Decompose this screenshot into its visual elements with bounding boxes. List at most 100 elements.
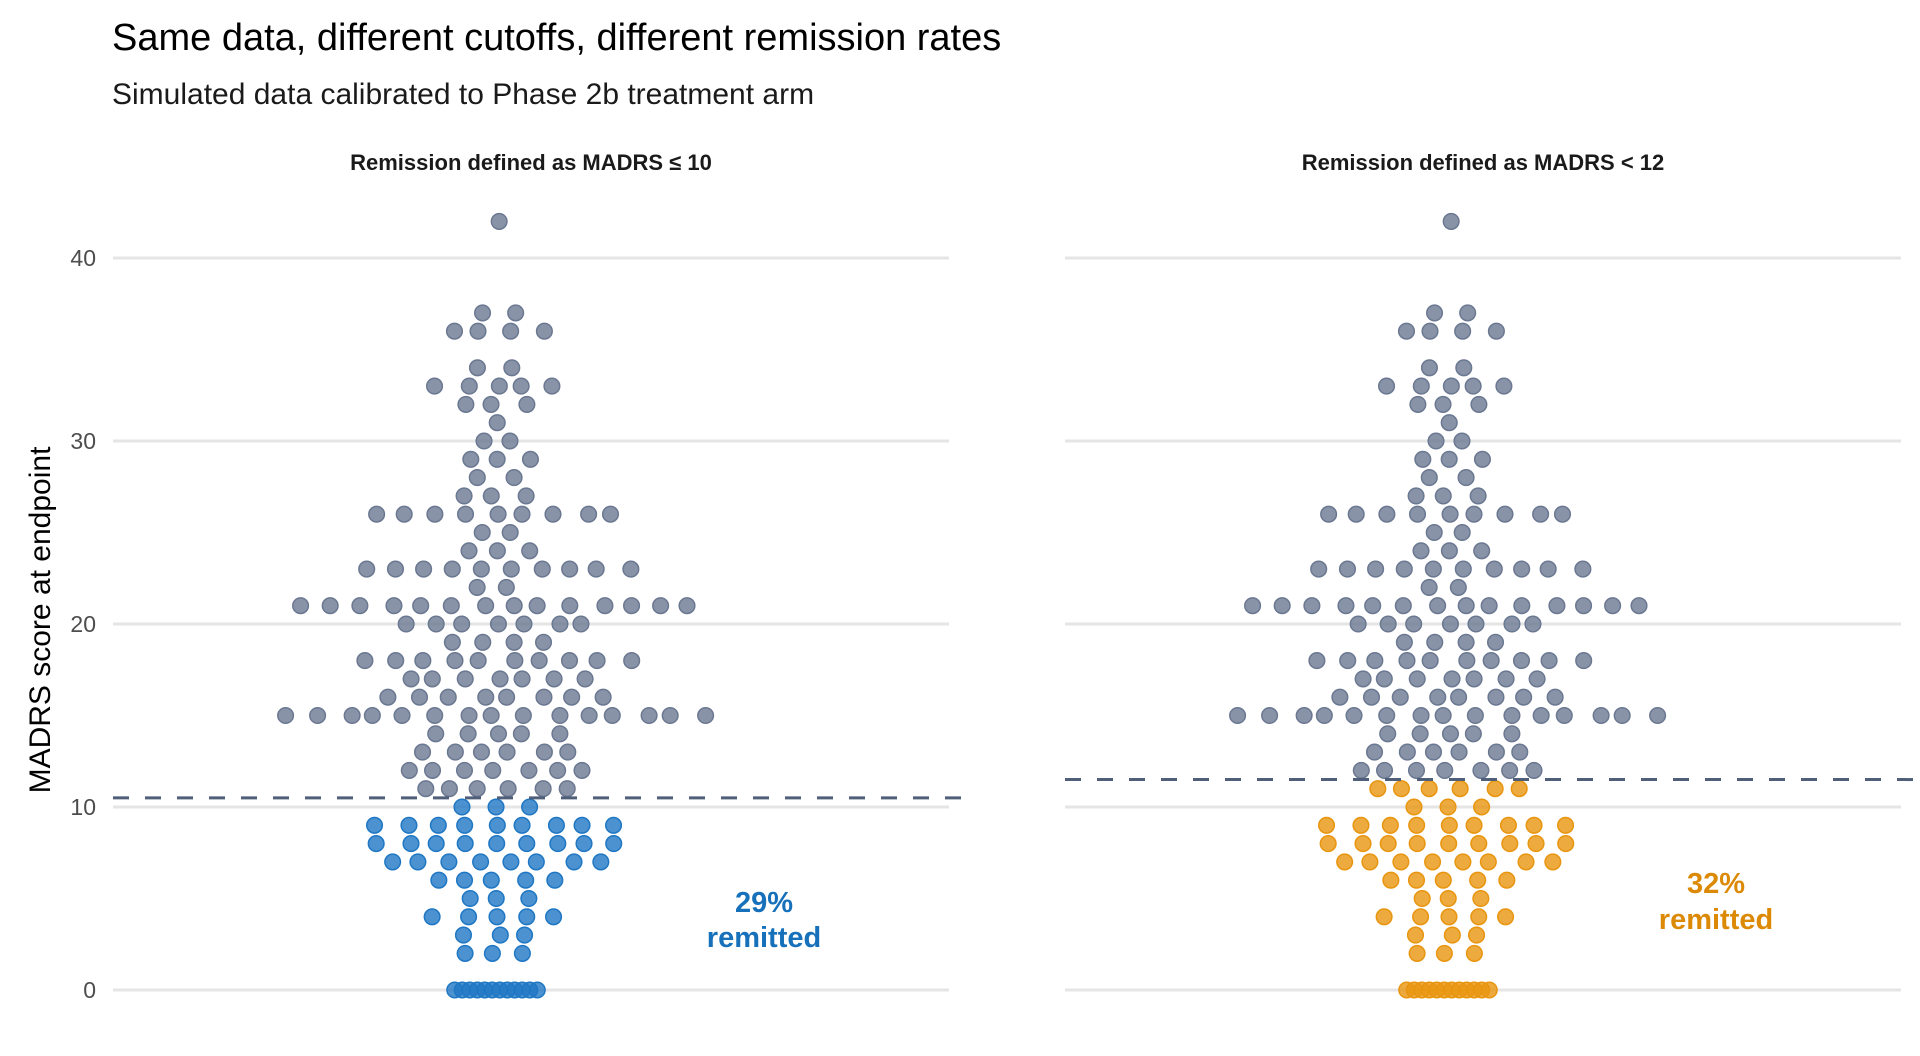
point-not-remitted [482, 487, 500, 505]
point-not-remitted [358, 560, 376, 578]
point-not-remitted [363, 706, 381, 725]
point-remitted [423, 908, 441, 926]
point-remitted [440, 853, 458, 871]
chart-subtitle: Simulated data calibrated to Phase 2b tr… [112, 78, 814, 111]
point-not-remitted [1352, 761, 1370, 779]
point-remitted [1408, 835, 1426, 853]
point-remitted [460, 908, 478, 926]
point-not-remitted [1453, 432, 1471, 450]
point-not-remitted [491, 670, 509, 688]
point-not-remitted [1434, 487, 1452, 505]
point-remitted [547, 816, 565, 834]
point-remitted [518, 835, 536, 853]
point-not-remitted [423, 761, 442, 779]
point-not-remitted [1408, 505, 1427, 523]
point-not-remitted [1503, 725, 1521, 743]
point-not-remitted [427, 725, 445, 743]
point-not-remitted [1362, 688, 1381, 706]
point-not-remitted [426, 706, 444, 725]
point-not-remitted [1364, 597, 1382, 615]
point-not-remitted [1339, 652, 1357, 670]
point-not-remitted [1244, 597, 1262, 615]
point-not-remitted [1497, 670, 1515, 688]
point-remitted [528, 981, 546, 999]
point-not-remitted [1515, 688, 1533, 706]
point-remitted [1392, 780, 1410, 798]
point-not-remitted [1575, 652, 1593, 670]
annotation-text-left: remitted [707, 922, 821, 954]
point-remitted [573, 816, 591, 834]
point-not-remitted [530, 652, 548, 670]
point-not-remitted [462, 450, 480, 468]
point-not-remitted [1315, 706, 1333, 725]
point-not-remitted [1424, 560, 1442, 578]
point-not-remitted [1310, 560, 1328, 578]
point-remitted [1499, 816, 1517, 834]
point-not-remitted [505, 597, 523, 615]
y-axis-ticks: 0 10 20 30 40 [70, 245, 96, 1003]
point-not-remitted [1450, 688, 1468, 706]
point-not-remitted [1375, 761, 1394, 779]
point-not-remitted [489, 505, 507, 523]
point-not-remitted [498, 688, 516, 706]
point-not-remitted [446, 652, 464, 670]
point-not-remitted [397, 615, 415, 633]
point-not-remitted [543, 377, 561, 395]
point-remitted [1435, 944, 1453, 962]
point-not-remitted [1365, 743, 1384, 761]
point-not-remitted [1464, 377, 1482, 395]
point-not-remitted [277, 706, 295, 725]
point-not-remitted [1630, 597, 1648, 615]
point-not-remitted [473, 304, 492, 322]
point-remitted [456, 944, 474, 962]
point-remitted [527, 853, 545, 871]
point-not-remitted [1470, 395, 1488, 413]
point-remitted [1375, 908, 1393, 926]
point-not-remitted [499, 780, 517, 798]
point-not-remitted [489, 615, 507, 633]
point-not-remitted [545, 670, 563, 688]
point-not-remitted [1434, 395, 1452, 413]
point-not-remitted [1398, 652, 1416, 670]
point-not-remitted [521, 542, 539, 560]
point-not-remitted [1548, 597, 1566, 615]
point-not-remitted [1398, 743, 1416, 761]
point-not-remitted [1367, 560, 1385, 578]
point-remitted [575, 835, 593, 853]
point-not-remitted [1496, 505, 1514, 523]
chart-title: Same data, different cutoffs, different … [112, 17, 1001, 59]
point-remitted [483, 944, 501, 962]
point-not-remitted [1487, 743, 1505, 761]
facet-title-right: Remission defined as MADRS < 12 [1302, 150, 1665, 175]
point-not-remitted [1512, 652, 1531, 670]
point-not-remitted [400, 761, 418, 779]
point-not-remitted [498, 743, 516, 761]
point-not-remitted [1525, 761, 1543, 779]
point-not-remitted [503, 359, 521, 377]
point-not-remitted [427, 615, 445, 633]
point-not-remitted [1408, 670, 1426, 688]
point-not-remitted [468, 359, 487, 377]
point-remitted [1544, 853, 1562, 871]
point-remitted [488, 816, 506, 834]
point-not-remitted [1414, 450, 1432, 468]
point-not-remitted [1574, 560, 1592, 578]
point-not-remitted [1467, 615, 1485, 633]
point-remitted [502, 853, 520, 871]
point-not-remitted [535, 322, 553, 340]
point-not-remitted [1412, 542, 1430, 560]
point-not-remitted [1441, 725, 1460, 743]
point-not-remitted [1394, 597, 1412, 615]
point-not-remitted [1420, 359, 1439, 377]
y-axis-label: MADRS score at endpoint [24, 446, 57, 793]
point-not-remitted [423, 670, 441, 688]
point-not-remitted [440, 780, 458, 798]
point-not-remitted [534, 633, 553, 651]
point-remitted [592, 853, 610, 871]
point-not-remitted [1501, 761, 1519, 779]
point-not-remitted [1465, 505, 1483, 523]
y-tick-label: 40 [70, 245, 96, 271]
point-not-remitted [1442, 377, 1460, 395]
point-remitted [1497, 908, 1515, 926]
point-not-remitted [488, 542, 506, 560]
